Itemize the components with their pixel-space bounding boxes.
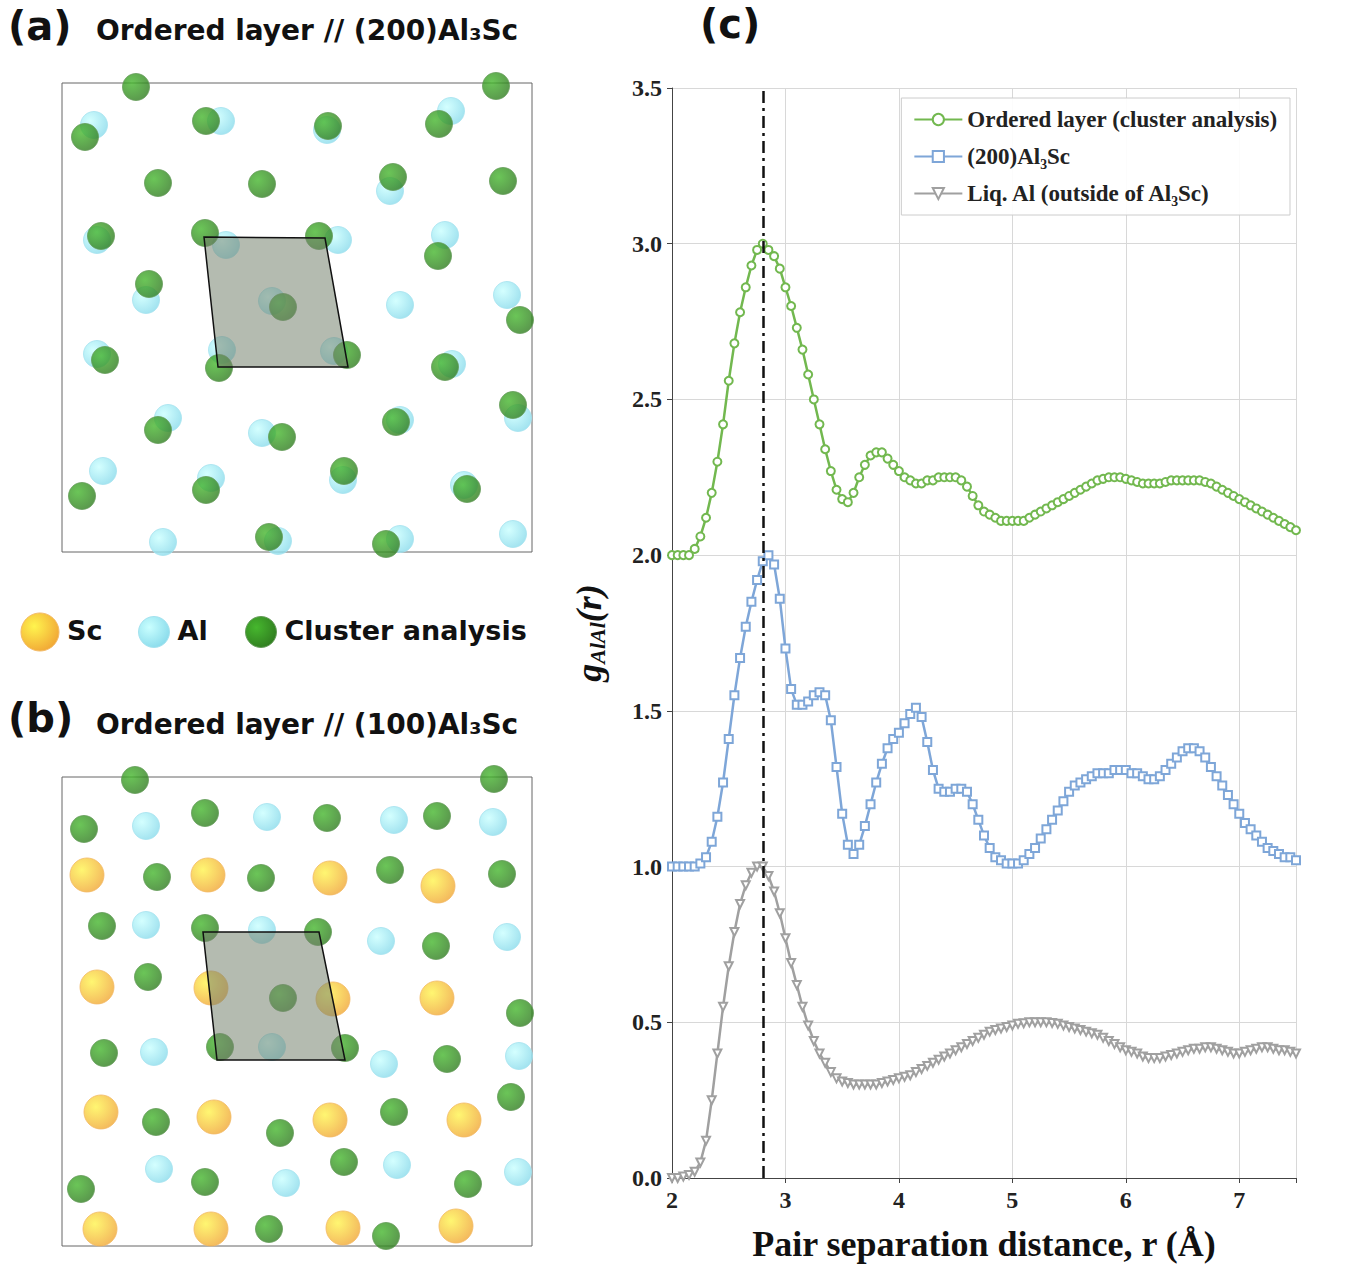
svg-text:Cluster analysis: Cluster analysis [285,615,527,646]
svg-text:g: g [569,664,609,683]
svg-text:7: 7 [1233,1187,1245,1213]
svg-text:2: 2 [666,1187,678,1213]
svg-text:AlAl: AlAl [585,621,610,665]
svg-text:Al: Al [178,615,208,646]
svg-text:3: 3 [779,1187,791,1213]
svg-text:Pair separation distance, r (Å: Pair separation distance, r (Å) [752,1224,1216,1264]
svg-text:Ordered layer // (200)Al₃Sc: Ordered layer // (200)Al₃Sc [96,14,518,47]
svg-text:(200)Al₃Sc: (200)Al₃Sc [967,144,1070,169]
svg-text:1.5: 1.5 [632,698,662,724]
svg-text:2.0: 2.0 [632,542,662,568]
svg-text:(a): (a) [8,3,72,49]
svg-text:3.0: 3.0 [632,231,662,257]
svg-text:(b): (b) [8,695,73,741]
svg-text:3.5: 3.5 [632,75,662,101]
svg-text:Liq. Al (outside of Al₃Sc): Liq. Al (outside of Al₃Sc) [967,181,1208,206]
svg-text:4: 4 [893,1187,905,1213]
svg-text:(r): (r) [569,584,609,622]
svg-text:0.0: 0.0 [632,1165,662,1191]
svg-text:2.5: 2.5 [632,386,662,412]
svg-text:Ordered layer (cluster analysi: Ordered layer (cluster analysis) [967,107,1277,132]
svg-text:0.5: 0.5 [632,1009,662,1035]
svg-text:(c): (c) [700,1,760,47]
svg-text:1.0: 1.0 [632,854,662,880]
svg-text:Sc: Sc [67,615,102,646]
svg-text:5: 5 [1006,1187,1018,1213]
svg-text:6: 6 [1120,1187,1132,1213]
svg-text:Ordered layer // (100)Al₃Sc: Ordered layer // (100)Al₃Sc [96,708,518,741]
